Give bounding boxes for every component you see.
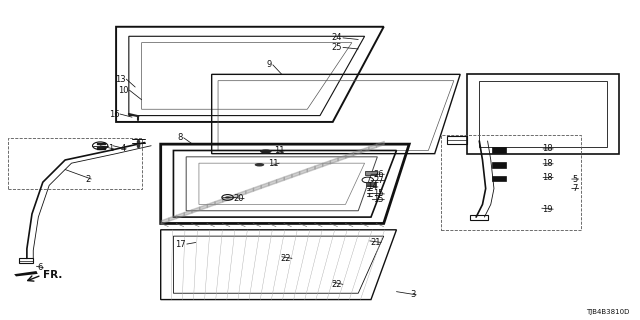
Text: 15: 15 <box>373 189 384 198</box>
Text: 22: 22 <box>332 280 342 289</box>
Bar <box>470 215 488 220</box>
Text: 14: 14 <box>367 182 378 191</box>
Ellipse shape <box>260 149 271 154</box>
Text: 6: 6 <box>37 263 43 272</box>
Bar <box>447 136 467 144</box>
Text: 5: 5 <box>573 174 578 184</box>
Text: FR.: FR. <box>43 270 62 280</box>
Text: TJB4B3810D: TJB4B3810D <box>586 309 629 315</box>
Circle shape <box>225 196 230 199</box>
Bar <box>492 176 506 181</box>
Text: 2: 2 <box>85 174 91 184</box>
Text: 21: 21 <box>370 238 381 247</box>
Text: 20: 20 <box>233 194 244 203</box>
Text: 8: 8 <box>178 133 183 142</box>
Text: 24: 24 <box>332 33 342 42</box>
Text: 18: 18 <box>542 159 552 168</box>
Text: 19: 19 <box>542 205 552 214</box>
Text: 7: 7 <box>573 184 578 193</box>
Polygon shape <box>14 271 38 276</box>
Text: 22: 22 <box>281 254 291 263</box>
Ellipse shape <box>255 163 264 166</box>
Text: 26: 26 <box>373 170 384 179</box>
Text: 4: 4 <box>120 144 125 153</box>
Text: 10: 10 <box>118 86 129 95</box>
Text: 15: 15 <box>373 195 384 204</box>
Text: 11: 11 <box>275 146 285 155</box>
Text: 1: 1 <box>108 144 113 153</box>
Bar <box>492 147 506 153</box>
Bar <box>365 171 377 175</box>
Text: 17: 17 <box>175 240 186 249</box>
Text: 18: 18 <box>542 173 552 182</box>
Text: 18: 18 <box>542 144 552 153</box>
Text: 25: 25 <box>332 43 342 52</box>
Text: 9: 9 <box>267 60 272 69</box>
Text: 27: 27 <box>373 176 384 185</box>
Bar <box>366 182 376 186</box>
Bar <box>19 258 33 263</box>
Text: 13: 13 <box>115 75 125 84</box>
Text: 16: 16 <box>109 109 119 118</box>
Text: 11: 11 <box>268 159 278 168</box>
Bar <box>492 162 506 168</box>
Text: 3: 3 <box>410 290 415 299</box>
